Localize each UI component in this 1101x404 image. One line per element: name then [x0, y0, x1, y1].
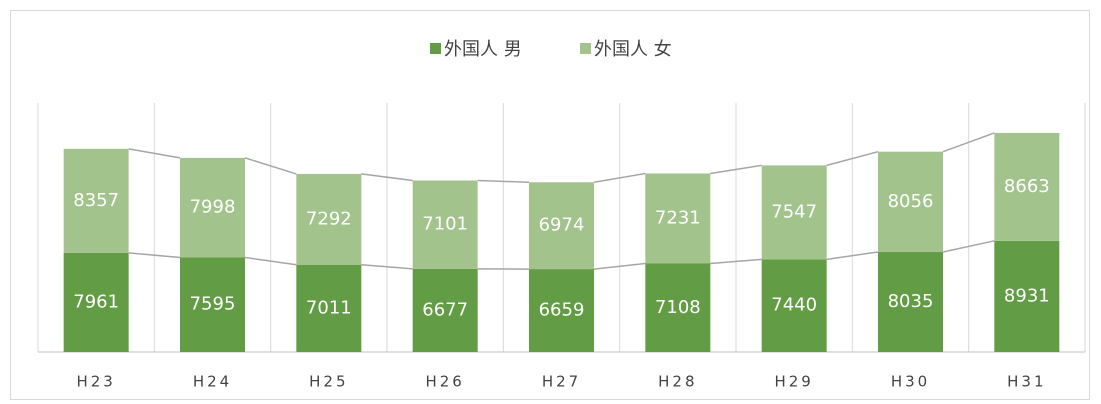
data-label: 7011 — [306, 297, 352, 318]
series-line — [710, 164, 762, 175]
x-tick-label: H24 — [193, 373, 232, 391]
bar-segment — [878, 151, 943, 252]
x-tick-label: H31 — [1007, 373, 1046, 391]
x-tick-label: H29 — [774, 373, 813, 391]
data-label: 8035 — [888, 291, 934, 312]
x-tick-label: H28 — [658, 373, 697, 391]
data-label: 7292 — [306, 208, 352, 229]
bar-segment — [529, 182, 594, 270]
bar-segment — [994, 132, 1060, 241]
series-line — [942, 132, 995, 153]
series-line — [710, 258, 762, 265]
series-line — [361, 263, 413, 270]
bar-segment — [994, 240, 1060, 352]
x-tick-label: H25 — [309, 373, 348, 391]
bar-segment — [412, 180, 478, 269]
series-line — [477, 179, 530, 184]
series-line — [244, 157, 297, 175]
bar-segment — [645, 173, 711, 264]
series-line — [593, 262, 646, 270]
bar-segment — [761, 165, 827, 260]
data-label: 8663 — [1004, 176, 1050, 197]
bar-segment — [180, 157, 245, 258]
data-label: 8357 — [73, 190, 119, 211]
bar-segment — [180, 257, 245, 352]
data-label: 6974 — [539, 215, 585, 236]
bar-segment — [412, 268, 478, 352]
series-line — [128, 148, 181, 159]
x-tick-label: H23 — [76, 373, 115, 391]
legend-swatch — [430, 43, 441, 54]
series-line — [244, 256, 297, 266]
data-label: 7547 — [771, 201, 817, 222]
series-line — [361, 173, 413, 182]
legend-label: 外国人 女 — [594, 39, 672, 60]
x-tick-label: H30 — [891, 373, 930, 391]
x-tick-label: H27 — [542, 373, 581, 391]
data-label: 7231 — [655, 207, 701, 228]
data-label: 7440 — [771, 295, 817, 316]
bar-segment — [63, 148, 129, 253]
data-label: 7595 — [190, 294, 236, 315]
data-label: 7961 — [73, 291, 119, 312]
bar-segment — [296, 264, 362, 352]
data-label: 7998 — [190, 197, 236, 218]
x-tick-label: H26 — [425, 373, 464, 391]
bar-segment — [529, 269, 594, 352]
series-line — [826, 150, 879, 167]
legend-label: 外国人 男 — [444, 39, 522, 60]
data-label: 6677 — [422, 299, 468, 320]
data-label: 8931 — [1004, 285, 1050, 306]
bar-segment — [878, 251, 943, 352]
series-line — [826, 251, 879, 261]
bar-segment — [63, 252, 129, 352]
legend-swatch — [580, 43, 591, 54]
series-line — [128, 252, 181, 259]
bar-segment — [645, 263, 711, 352]
series-line — [593, 172, 646, 184]
bar-segment — [761, 259, 827, 352]
data-label: 7108 — [655, 297, 701, 318]
data-label: 7101 — [422, 214, 468, 235]
data-label: 6659 — [539, 300, 585, 321]
bar-segment — [296, 173, 362, 265]
series-line — [942, 240, 995, 253]
data-label: 8056 — [888, 191, 934, 212]
